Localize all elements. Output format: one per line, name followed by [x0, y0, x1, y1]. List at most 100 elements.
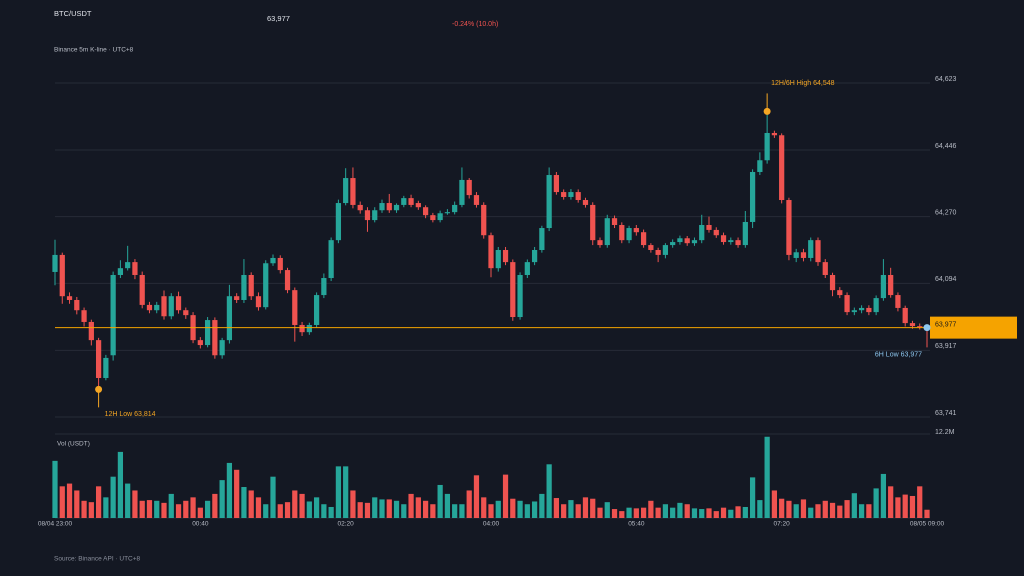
candle-body — [866, 307, 872, 313]
volume-bar — [190, 497, 196, 518]
volume-bar — [95, 486, 102, 518]
candle-body — [204, 320, 211, 346]
volume-bar — [546, 464, 552, 518]
candle-body — [640, 232, 647, 246]
volume-bar — [597, 507, 603, 518]
price-tag — [930, 316, 1017, 339]
volume-bar — [154, 500, 160, 518]
candle-body — [502, 250, 509, 263]
volume-bar — [306, 501, 312, 518]
volume-bar — [422, 500, 429, 518]
candle-body — [677, 238, 683, 243]
volume-bar — [452, 504, 458, 518]
candle-body — [684, 238, 690, 244]
candle-body — [829, 274, 836, 291]
candle-body — [531, 250, 538, 263]
candle-body — [110, 274, 116, 356]
volume-bar — [66, 483, 73, 518]
volume-bar — [321, 504, 327, 518]
candle-body — [379, 203, 385, 211]
x-tick-label: 05:40 — [628, 521, 645, 528]
volume-bar — [517, 500, 523, 518]
candle-body — [81, 310, 87, 322]
candle-body — [364, 210, 371, 221]
candle-body — [255, 296, 262, 308]
candle-body — [219, 340, 225, 356]
volume-bar — [168, 493, 174, 518]
volume-bar — [430, 504, 436, 518]
volume-bar — [175, 504, 182, 518]
volume-bar — [902, 494, 908, 518]
candle-body — [844, 295, 850, 313]
candle-body — [386, 203, 392, 211]
volume-bar — [539, 493, 545, 518]
candle-body — [902, 307, 908, 324]
volume-bar — [495, 500, 501, 518]
volume-bar — [604, 502, 610, 518]
volume-bar — [575, 504, 581, 518]
candle-body — [466, 179, 472, 196]
candle-body — [633, 228, 639, 233]
candle-body — [284, 270, 291, 291]
candle-body — [728, 240, 734, 243]
candle-body — [779, 135, 785, 201]
candle-body — [495, 250, 501, 269]
candle-body — [873, 298, 879, 313]
x-tick-label: 02:20 — [338, 521, 355, 528]
candle-body — [699, 225, 705, 241]
volume-bar — [393, 500, 400, 518]
volume-bar — [139, 500, 145, 518]
volume-bar — [815, 504, 821, 518]
candle-body — [437, 213, 443, 221]
volume-bar — [670, 507, 676, 518]
candle-body — [735, 240, 741, 246]
candle-body — [183, 310, 189, 316]
candle-body — [895, 295, 901, 308]
volume-bar — [924, 509, 930, 518]
volume-bar — [379, 499, 385, 518]
candle-body — [292, 290, 298, 325]
candle-body — [757, 160, 763, 172]
volume-bar — [510, 498, 516, 518]
volume-bar — [52, 460, 58, 518]
candle-body — [539, 228, 545, 250]
volume-bar — [611, 509, 618, 518]
candle-body — [800, 252, 807, 258]
candle-body — [248, 274, 254, 297]
volume-bar — [735, 506, 741, 518]
candle-body — [590, 204, 596, 241]
candle-body — [350, 178, 356, 205]
volume-bar — [473, 475, 480, 518]
candle-body — [263, 263, 269, 308]
candle-body — [662, 245, 669, 255]
annotation-label: 12H/6H High 64,548 — [771, 80, 835, 87]
volume-bar — [691, 508, 698, 518]
volume-bar — [117, 451, 124, 518]
candle-body — [132, 262, 138, 275]
candle-body — [197, 340, 203, 346]
volume-bar — [81, 500, 87, 518]
candle-body — [313, 295, 320, 325]
volume-bar — [888, 486, 894, 518]
volume-bar — [880, 473, 887, 518]
volume-bar — [764, 436, 770, 518]
candle-body — [553, 175, 560, 193]
volume-bar — [161, 502, 167, 518]
candle-body — [655, 250, 661, 255]
volume-bar — [713, 511, 719, 518]
candle-body — [422, 207, 429, 216]
x-tick-label: 08/04 23:00 — [38, 521, 73, 528]
candle-body — [444, 212, 451, 214]
volume-bar — [561, 504, 567, 518]
candle-body — [321, 278, 327, 296]
candle-body — [452, 204, 458, 213]
volume-bar — [313, 497, 320, 518]
candle-body — [619, 225, 625, 241]
candle-body — [401, 198, 407, 205]
y-tick-label: 64,623 — [935, 76, 957, 83]
volume-bar — [444, 493, 451, 518]
candle-body — [597, 240, 603, 246]
candle-body — [626, 228, 632, 241]
candle-body — [713, 229, 719, 236]
